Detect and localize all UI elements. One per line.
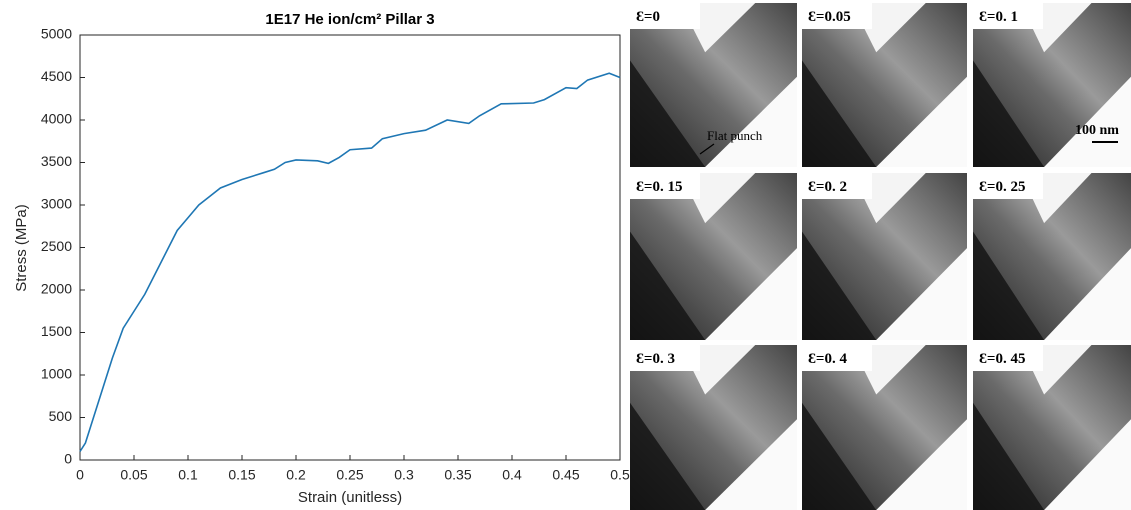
strain-label: Ɛ=0. 15 [636,179,682,195]
x-tick-label: 0.05 [120,467,147,483]
punch-shape [973,402,1045,510]
scale-bar-label: 100 nm [1075,123,1119,138]
strain-label: Ɛ=0. 1 [979,9,1018,25]
arrow [699,143,715,155]
bright-region [705,419,797,510]
punch-shape [802,402,877,510]
y-tick-label: 2000 [41,281,72,297]
bright-region [1044,248,1131,340]
y-tick-label: 4500 [41,68,72,84]
x-tick-label: 0.35 [444,467,471,483]
y-tick-label: 500 [49,408,73,424]
x-tick-label: 0.1 [178,467,198,483]
strain-label: Ɛ=0.05 [808,9,851,25]
strain-label: Ɛ=0. 4 [808,351,847,367]
x-tick-label: 0 [76,467,84,483]
punch-shape [802,60,877,167]
bright-region [876,76,967,167]
chart-title: 1E17 He ion/cm² Pillar 3 [265,11,434,28]
punch-shape [973,231,1045,340]
label-box [802,173,872,199]
y-tick-label: 3500 [41,153,72,169]
y-axis-label: Stress (MPa) [13,204,30,292]
strain-label: Ɛ=0 [636,9,660,25]
strain-label: Ɛ=0. 45 [979,351,1025,367]
y-tick-label: 5000 [41,26,72,42]
strain-label: Ɛ=0. 3 [636,351,675,367]
punch-shape [973,60,1045,167]
label-box [802,3,872,29]
label-box [630,173,700,199]
x-tick-label: 0.45 [552,467,579,483]
x-tick-label: 0.4 [502,467,522,483]
punch-shape [630,402,706,510]
punch-shape [630,231,706,340]
strain-label: Ɛ=0. 2 [808,179,847,195]
bright-region [1044,76,1131,167]
y-tick-label: 4000 [41,111,72,127]
label-box [973,173,1043,199]
label-box [802,345,872,371]
label-box [630,345,700,371]
punch-shape [630,60,706,167]
flat-punch-label: Flat punch [707,128,763,143]
strain-label: Ɛ=0. 25 [979,179,1025,195]
label-box [973,3,1043,29]
y-tick-label: 3000 [41,196,72,212]
x-tick-label: 0.3 [394,467,414,483]
plot-frame [79,34,621,461]
y-tick-label: 2500 [41,238,72,254]
x-axis-label: Strain (unitless) [298,489,402,506]
x-tick-label: 0.2 [286,467,306,483]
bright-region [876,248,967,340]
bright-region [705,248,797,340]
bright-region [705,76,797,167]
label-box [630,3,700,29]
y-tick-label: 1500 [41,323,72,339]
image-panels: Ɛ=0 Ɛ=0.05 Ɛ=0. 1 Ɛ=0. 15 Ɛ=0. 2 Ɛ=0. 25 Ɛ=0. … [630,3,1131,510]
punch-shape [802,231,877,340]
y-tick-label: 0 [64,451,72,467]
stress-strain-line [79,72,621,452]
x-tick-label: 0.15 [228,467,255,483]
x-tick-label: 0.25 [336,467,363,483]
label-box [973,345,1043,371]
bright-region [876,419,967,510]
bright-region [1044,419,1131,510]
y-tick-label: 1000 [41,366,72,382]
x-tick-label: 0.5 [610,467,630,483]
